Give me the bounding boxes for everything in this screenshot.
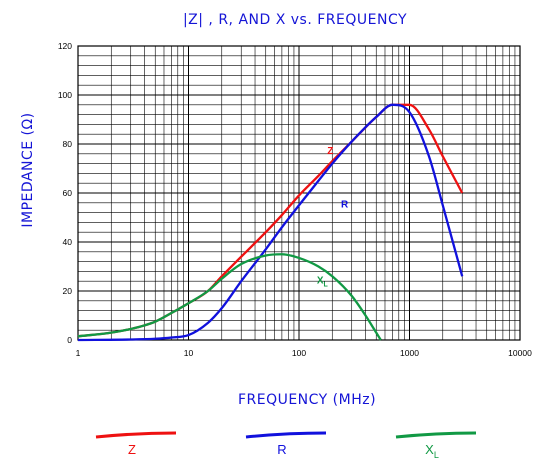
y-tick-label: 40 [63, 237, 73, 247]
y-tick-label: 60 [63, 188, 73, 198]
series-lines [77, 103, 464, 342]
y-axis-title: IMPEDANCE (Ω) [20, 112, 36, 227]
legend-label-xl: XL [425, 442, 439, 460]
y-tick-label: 120 [58, 41, 72, 51]
x-tick-label: 1000 [400, 348, 419, 358]
x-tick-label: 10 [184, 348, 194, 358]
legend-swatch-xl [395, 431, 477, 439]
curve-label-xl: XL [317, 276, 329, 289]
x-tick-label: 10000 [508, 348, 532, 358]
y-tick-label: 20 [63, 286, 73, 296]
curve-labels: Z R XL [317, 146, 349, 289]
legend-swatch-z [95, 431, 177, 439]
plot-frame [77, 45, 521, 341]
tick-labels: 1 10 100 1000 10000 0 20 40 60 80 100 120 [58, 41, 532, 358]
legend: Z R XL [95, 431, 477, 460]
x-tick-label: 1 [76, 348, 81, 358]
series-line-r [77, 103, 464, 342]
grid [77, 45, 520, 341]
curve-label-z: Z [327, 146, 333, 157]
series-line-xl [77, 253, 382, 341]
x-tick-label: 100 [292, 348, 306, 358]
y-tick-label: 100 [58, 90, 72, 100]
legend-label-z: Z [128, 442, 136, 457]
curve-label-r: R [341, 200, 349, 211]
legend-label-r: R [277, 442, 286, 457]
x-axis-title: FREQUENCY (MHz) [238, 392, 376, 408]
chart-title: |Z| , R, AND X vs. FREQUENCY [183, 12, 407, 28]
y-tick-label: 0 [67, 335, 72, 345]
y-tick-label: 80 [63, 139, 73, 149]
legend-swatch-r [245, 431, 327, 439]
